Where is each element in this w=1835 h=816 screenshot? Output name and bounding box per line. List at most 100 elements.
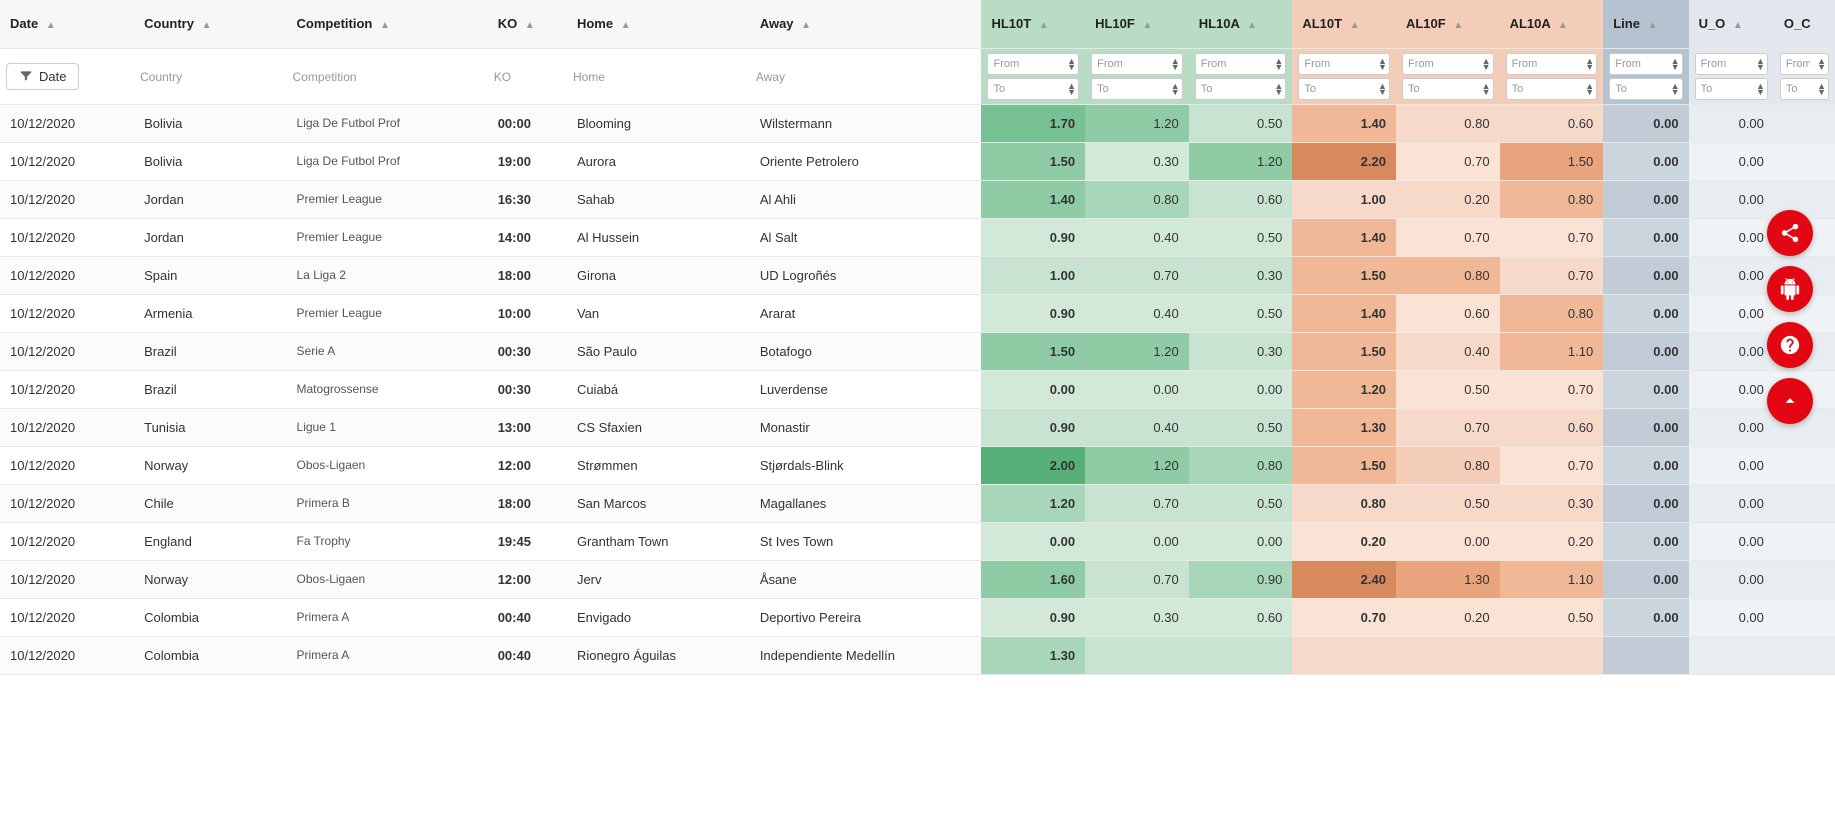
filter-hl10f-to[interactable] <box>1091 78 1183 100</box>
col-header-uo[interactable]: U_O ▲ <box>1689 0 1774 48</box>
spinner-icon[interactable]: ▲▼ <box>1171 83 1180 95</box>
cell-competition: Fa Trophy <box>287 522 488 560</box>
col-header-line[interactable]: Line ▲ <box>1603 0 1688 48</box>
filter-al10a-to[interactable] <box>1506 78 1598 100</box>
cell-competition: Premier League <box>287 218 488 256</box>
cell-hl10a: 0.30 <box>1189 332 1293 370</box>
cell-hl10t: 0.90 <box>981 218 1085 256</box>
table-row[interactable]: 10/12/2020JordanPremier League14:00Al Hu… <box>0 218 1835 256</box>
cell-line: 0.00 <box>1603 104 1688 142</box>
cell-al10a: 0.70 <box>1500 256 1604 294</box>
filter-al10t-to[interactable] <box>1298 78 1390 100</box>
filter-al10f-to[interactable] <box>1402 78 1494 100</box>
col-label: HL10F <box>1095 16 1135 31</box>
filter-placeholder-ko[interactable]: KO <box>494 70 511 84</box>
col-header-hl10f[interactable]: HL10F ▲ <box>1085 0 1189 48</box>
col-header-home[interactable]: Home ▲ <box>567 0 750 48</box>
cell-hl10a: 0.60 <box>1189 180 1293 218</box>
help-fab[interactable] <box>1767 322 1813 368</box>
spinner-icon[interactable]: ▲▼ <box>1756 58 1765 70</box>
cell-oc <box>1774 522 1835 560</box>
filter-placeholder-competition[interactable]: Competition <box>293 70 357 84</box>
filter-hl10t-to[interactable] <box>987 78 1079 100</box>
col-header-competition[interactable]: Competition ▲ <box>287 0 488 48</box>
cell-hl10a: 0.60 <box>1189 598 1293 636</box>
spinner-icon[interactable]: ▲▼ <box>1671 58 1680 70</box>
col-header-hl10t[interactable]: HL10T ▲ <box>981 0 1085 48</box>
cell-al10t <box>1292 636 1396 674</box>
cell-line: 0.00 <box>1603 142 1688 180</box>
date-filter-button[interactable]: Date <box>6 63 79 90</box>
spinner-icon[interactable]: ▲▼ <box>1817 83 1826 95</box>
col-header-al10t[interactable]: AL10T ▲ <box>1292 0 1396 48</box>
sort-asc-icon: ▲ <box>525 20 535 31</box>
cell-al10a <box>1500 636 1604 674</box>
filter-hl10a-to[interactable] <box>1195 78 1287 100</box>
spinner-icon[interactable]: ▲▼ <box>1585 83 1594 95</box>
table-row[interactable]: 10/12/2020ArmeniaPremier League10:00VanA… <box>0 294 1835 332</box>
table-row[interactable]: 10/12/2020ChilePrimera B18:00San MarcosM… <box>0 484 1835 522</box>
filter-cell-hl10a: ▲▼ ▲▼ <box>1189 48 1293 104</box>
spinner-icon[interactable]: ▲▼ <box>1585 58 1594 70</box>
filter-al10t-from[interactable] <box>1298 53 1390 75</box>
spinner-icon[interactable]: ▲▼ <box>1067 83 1076 95</box>
cell-hl10t: 1.50 <box>981 332 1085 370</box>
cell-al10f: 0.00 <box>1396 522 1500 560</box>
cell-al10f: 0.50 <box>1396 484 1500 522</box>
table-row[interactable]: 10/12/2020NorwayObos-Ligaen12:00JervÅsan… <box>0 560 1835 598</box>
android-fab[interactable] <box>1767 266 1813 312</box>
table-row[interactable]: 10/12/2020BrazilMatogrossense00:30Cuiabá… <box>0 370 1835 408</box>
col-header-al10f[interactable]: AL10F ▲ <box>1396 0 1500 48</box>
col-header-ko[interactable]: KO ▲ <box>488 0 567 48</box>
cell-hl10a: 0.90 <box>1189 560 1293 598</box>
table-row[interactable]: 10/12/2020EnglandFa Trophy19:45Grantham … <box>0 522 1835 560</box>
filter-placeholder-away[interactable]: Away <box>756 70 785 84</box>
spinner-icon[interactable]: ▲▼ <box>1067 58 1076 70</box>
table-row[interactable]: 10/12/2020SpainLa Liga 218:00GironaUD Lo… <box>0 256 1835 294</box>
table-row[interactable]: 10/12/2020BoliviaLiga De Futbol Prof19:0… <box>0 142 1835 180</box>
filter-al10f-from[interactable] <box>1402 53 1494 75</box>
cell-line: 0.00 <box>1603 294 1688 332</box>
spinner-icon[interactable]: ▲▼ <box>1378 58 1387 70</box>
cell-home: Blooming <box>567 104 750 142</box>
filter-al10a-from[interactable] <box>1506 53 1598 75</box>
cell-al10a: 0.70 <box>1500 446 1604 484</box>
col-header-date[interactable]: Date ▲ <box>0 0 134 48</box>
col-header-away[interactable]: Away ▲ <box>750 0 982 48</box>
cell-competition: Ligue 1 <box>287 408 488 446</box>
col-label: KO <box>498 16 518 31</box>
table-row[interactable]: 10/12/2020ColombiaPrimera A00:40Rionegro… <box>0 636 1835 674</box>
spinner-icon[interactable]: ▲▼ <box>1817 58 1826 70</box>
col-header-al10a[interactable]: AL10A ▲ <box>1500 0 1604 48</box>
col-header-hl10a[interactable]: HL10A ▲ <box>1189 0 1293 48</box>
spinner-icon[interactable]: ▲▼ <box>1171 58 1180 70</box>
table-row[interactable]: 10/12/2020NorwayObos-Ligaen12:00Strømmen… <box>0 446 1835 484</box>
filter-hl10f-from[interactable] <box>1091 53 1183 75</box>
filter-cell-hl10f: ▲▼ ▲▼ <box>1085 48 1189 104</box>
table-row[interactable]: 10/12/2020JordanPremier League16:30Sahab… <box>0 180 1835 218</box>
col-header-oc[interactable]: O_C <box>1774 0 1835 48</box>
filter-placeholder-home[interactable]: Home <box>573 70 605 84</box>
table-row[interactable]: 10/12/2020BoliviaLiga De Futbol Prof00:0… <box>0 104 1835 142</box>
spinner-icon[interactable]: ▲▼ <box>1671 83 1680 95</box>
spinner-icon[interactable]: ▲▼ <box>1482 83 1491 95</box>
cell-away: Magallanes <box>750 484 982 522</box>
cell-hl10t: 1.20 <box>981 484 1085 522</box>
table-row[interactable]: 10/12/2020TunisiaLigue 113:00CS SfaxienM… <box>0 408 1835 446</box>
col-header-country[interactable]: Country ▲ <box>134 0 286 48</box>
spinner-icon[interactable]: ▲▼ <box>1274 58 1283 70</box>
share-fab[interactable] <box>1767 210 1813 256</box>
scroll-top-fab[interactable] <box>1767 378 1813 424</box>
table-row[interactable]: 10/12/2020ColombiaPrimera A00:40Envigado… <box>0 598 1835 636</box>
spinner-icon[interactable]: ▲▼ <box>1756 83 1765 95</box>
filter-hl10a-from[interactable] <box>1195 53 1287 75</box>
filter-placeholder-country[interactable]: Country <box>140 70 182 84</box>
table-row[interactable]: 10/12/2020BrazilSerie A00:30São PauloBot… <box>0 332 1835 370</box>
filter-hl10t-from[interactable] <box>987 53 1079 75</box>
cell-hl10t: 1.00 <box>981 256 1085 294</box>
spinner-icon[interactable]: ▲▼ <box>1482 58 1491 70</box>
spinner-icon[interactable]: ▲▼ <box>1274 83 1283 95</box>
cell-al10a: 1.10 <box>1500 332 1604 370</box>
cell-al10f: 0.60 <box>1396 294 1500 332</box>
spinner-icon[interactable]: ▲▼ <box>1378 83 1387 95</box>
